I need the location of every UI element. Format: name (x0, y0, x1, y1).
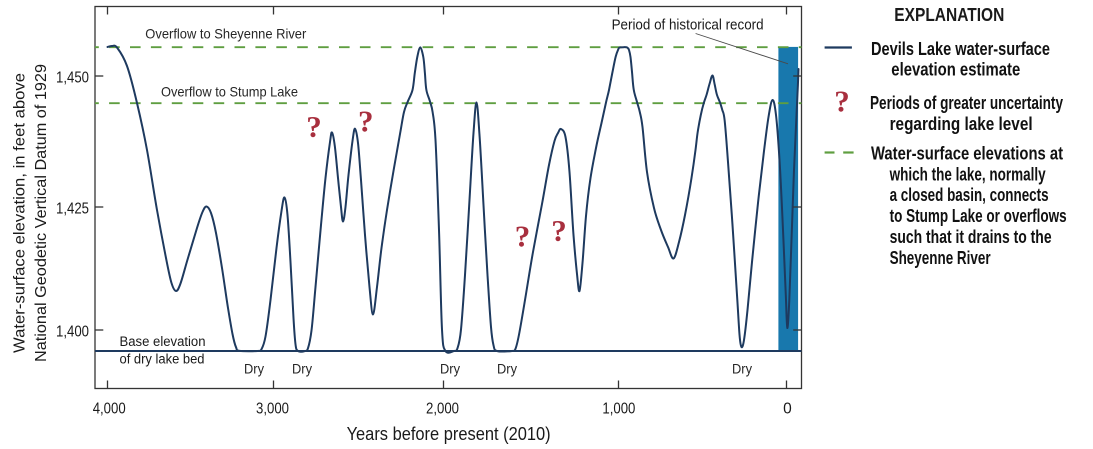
svg-text:Overflow to Stump Lake: Overflow to Stump Lake (161, 84, 298, 100)
svg-text:such that it drains to the: such that it drains to the (890, 227, 1052, 247)
svg-text:Periods of greater uncertainty: Periods of greater uncertainty (870, 93, 1063, 113)
svg-text:a closed basin, connects: a closed basin, connects (890, 185, 1049, 205)
svg-text:0: 0 (783, 401, 792, 418)
svg-text:which the lake, normally: which the lake, normally (889, 164, 1046, 184)
svg-text:1,400: 1,400 (56, 323, 89, 340)
svg-text:Sheyenne River: Sheyenne River (890, 248, 991, 268)
svg-text:?: ? (306, 109, 322, 144)
svg-text:Dry: Dry (244, 361, 264, 377)
svg-text:?: ? (358, 104, 374, 139)
svg-text:Dry: Dry (732, 361, 752, 377)
svg-text:1,425: 1,425 (56, 200, 89, 217)
svg-text:Water-surface elevation, in fe: Water-surface elevation, in feet above (12, 73, 29, 353)
svg-text:4,000: 4,000 (93, 401, 126, 418)
svg-text:Overflow to Sheyenne River: Overflow to Sheyenne River (145, 25, 306, 41)
svg-text:?: ? (834, 84, 850, 119)
svg-text:to Stump Lake or overflows: to Stump Lake or overflows (890, 206, 1067, 226)
svg-text:Dry: Dry (440, 361, 460, 377)
svg-text:?: ? (551, 213, 567, 248)
svg-text:Dry: Dry (292, 361, 312, 377)
svg-text:elevation estimate: elevation estimate (891, 60, 1020, 80)
svg-text:of dry lake bed: of dry lake bed (120, 352, 205, 367)
svg-text:EXPLANATION: EXPLANATION (894, 4, 1004, 25)
svg-text:National Geodetic Vertical Dat: National Geodetic Vertical Datum of 1929 (33, 64, 50, 362)
svg-text:2,000: 2,000 (426, 401, 459, 418)
svg-text:Years before present (2010): Years before present (2010) (347, 424, 551, 444)
svg-text:?: ? (515, 219, 531, 254)
svg-text:regarding lake level: regarding lake level (890, 114, 1033, 134)
svg-text:1,000: 1,000 (602, 401, 635, 418)
svg-text:Period of historical record: Period of historical record (612, 17, 764, 34)
svg-text:Base elevation: Base elevation (120, 334, 206, 349)
svg-text:3,000: 3,000 (256, 401, 289, 418)
svg-text:1,450: 1,450 (56, 69, 89, 86)
svg-text:Dry: Dry (497, 361, 517, 377)
svg-text:Devils Lake water-surface: Devils Lake water-surface (871, 39, 1050, 59)
svg-text:Water-surface elevations at: Water-surface elevations at (871, 144, 1063, 164)
